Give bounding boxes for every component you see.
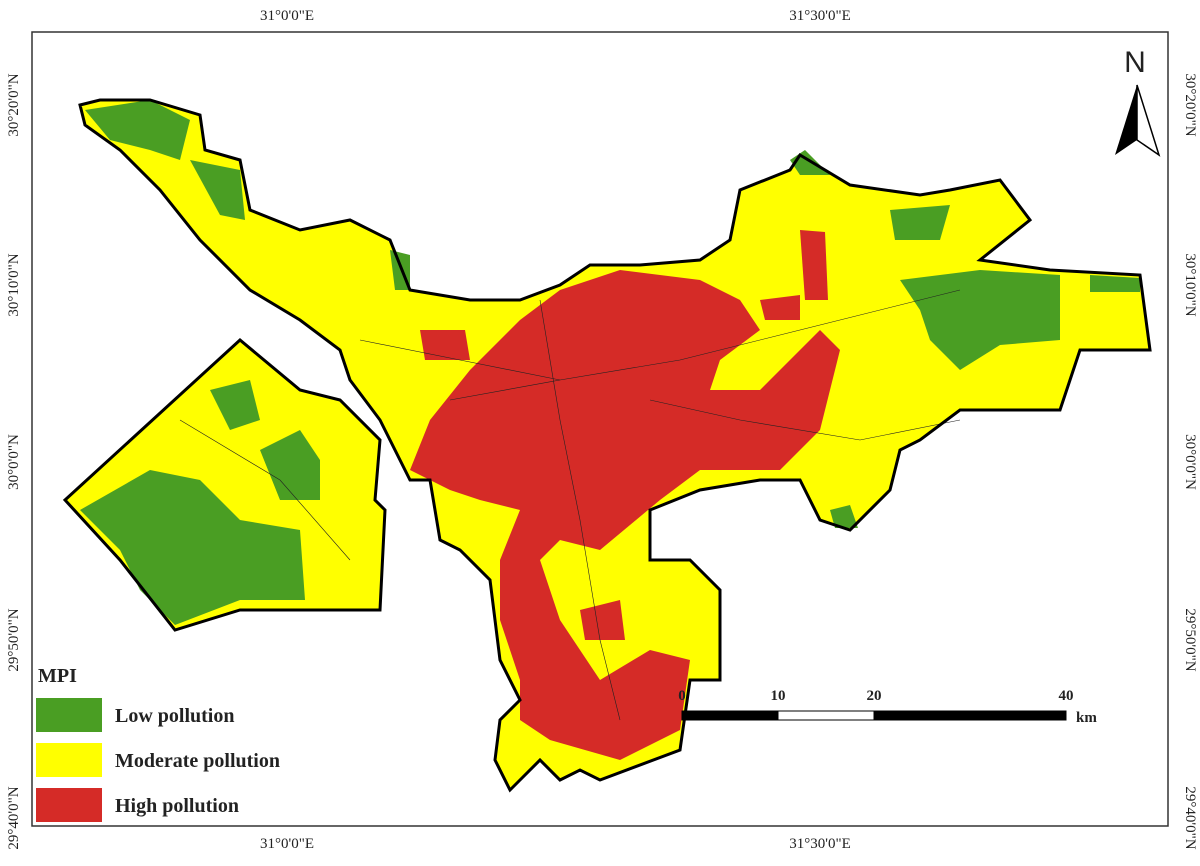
longitude-label: 31°0'0"E (260, 836, 314, 852)
scale-unit: km (1076, 710, 1097, 726)
legend-swatch (36, 698, 102, 732)
scale-label: 0 (678, 688, 686, 704)
latitude-label: 30°10'0"N (6, 253, 22, 316)
latitude-label: 29°40'0"N (6, 786, 22, 849)
latitude-label: 30°10'0"N (1182, 253, 1198, 316)
latitude-labels: 30°20'0"N 30°20'0"N 30°10'0"N 30°10'0"N 30°0… (6, 73, 1198, 849)
legend-swatch (36, 788, 102, 822)
legend: MPI Low pollution Moderate pollution Hig… (36, 665, 280, 822)
longitude-label: 31°30'0"E (789, 8, 851, 24)
scale-label: 40 (1059, 688, 1074, 704)
scale-segment (873, 710, 1067, 721)
pollution-map (62, 98, 1152, 793)
legend-title: MPI (38, 665, 77, 687)
scale-label: 20 (867, 688, 882, 704)
latitude-label: 30°0'0"N (6, 434, 22, 490)
latitude-label: 29°50'0"N (6, 608, 22, 671)
high-zones (410, 230, 840, 760)
north-arrow: N (1115, 46, 1161, 157)
scale-segment (681, 710, 779, 721)
boundary (62, 98, 1152, 793)
legend-label: High pollution (115, 795, 239, 817)
district-lines (179, 289, 961, 721)
graticule-labels: 31°0'0"E 31°30'0"E 31°0'0"E 31°30'0"E (260, 8, 851, 852)
latitude-label: 29°40'0"N (1182, 786, 1198, 849)
arrow-right (1136, 84, 1161, 157)
legend-label: Low pollution (115, 705, 234, 727)
longitude-label: 31°30'0"E (789, 836, 851, 852)
legend-swatch (36, 743, 102, 777)
arrow-left (1115, 85, 1137, 155)
latitude-label: 30°20'0"N (6, 73, 22, 136)
scale-segment (777, 710, 875, 721)
north-label: N (1124, 46, 1146, 79)
latitude-label: 29°50'0"N (1182, 608, 1198, 671)
latitude-label: 30°20'0"N (1182, 73, 1198, 136)
scale-label: 10 (771, 688, 786, 704)
latitude-label: 30°0'0"N (1182, 434, 1198, 490)
legend-label: Moderate pollution (115, 750, 280, 772)
longitude-label: 31°0'0"E (260, 8, 314, 24)
